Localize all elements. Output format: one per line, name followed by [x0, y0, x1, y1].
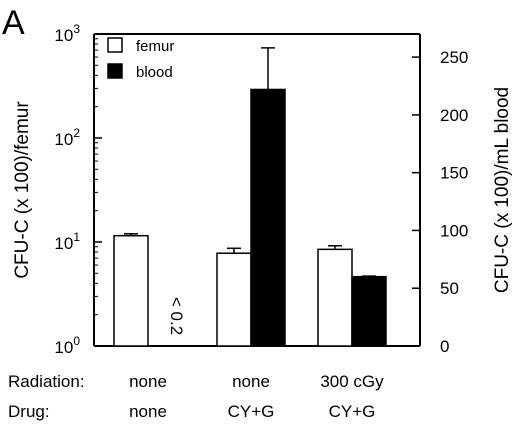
panel-label: A	[2, 4, 25, 42]
category-drug-label: CY+G	[228, 402, 275, 421]
bar-blood	[250, 88, 286, 347]
left-tick-label: 101	[54, 230, 80, 253]
bar-femur	[113, 234, 149, 347]
legend-swatch-blood	[107, 63, 123, 79]
right-tick-label: 200	[440, 106, 468, 125]
row-label-radiation: Radiation:	[8, 372, 85, 391]
category-drug-label: CY+G	[329, 402, 376, 421]
left-tick-exponent: 3	[73, 22, 80, 36]
left-tick-exponent: 1	[73, 230, 80, 244]
bar-femur	[216, 252, 252, 347]
left-tick-label: 103	[54, 22, 80, 45]
legend-label-femur: femur	[136, 38, 174, 55]
bar-femur	[317, 248, 353, 347]
legend: femur blood	[107, 37, 174, 81]
row-label-drug: Drug:	[8, 402, 50, 421]
category-radiation-label: 300 cGy	[320, 372, 384, 391]
right-axis-title: CFU-C (x 100)/mL blood	[492, 87, 513, 293]
right-tick-label: 0	[440, 337, 449, 356]
legend-label-blood: blood	[136, 64, 173, 81]
left-tick-label: 100	[54, 334, 80, 357]
right-tick-label: 250	[440, 48, 468, 67]
category-drug-label: none	[129, 402, 167, 421]
left-tick-exponent: 2	[73, 126, 80, 140]
category-radiation-label: none	[232, 372, 270, 391]
category-labels: none none none CY+G 300 cGy CY+G	[129, 372, 384, 421]
left-tick-exponent: 0	[73, 334, 80, 348]
right-tick-label: 50	[440, 279, 459, 298]
right-axis-ticks: 0 50 100 150 200 250	[412, 48, 468, 356]
annotation-below-detection: < 0.2	[167, 297, 186, 335]
right-tick-label: 100	[440, 221, 468, 240]
bars: < 0.2	[113, 47, 387, 347]
legend-swatch-femur	[107, 37, 123, 53]
bar-blood	[351, 275, 387, 347]
left-tick-label: 102	[54, 126, 80, 149]
right-tick-label: 150	[440, 164, 468, 183]
category-radiation-label: none	[129, 372, 167, 391]
left-axis-title: CFU-C (x 100)/femur	[12, 101, 33, 279]
